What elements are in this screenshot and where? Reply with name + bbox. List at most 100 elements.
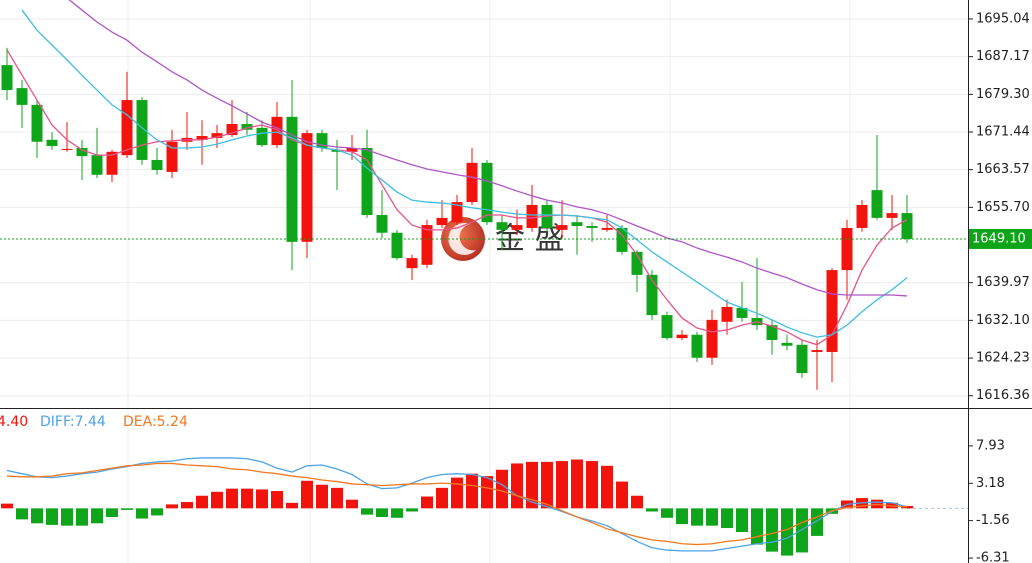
histogram-bar (466, 473, 478, 509)
candle-body (466, 162, 478, 203)
last-price-box (969, 228, 1032, 249)
y-tick-label: 1624.23 (976, 351, 1030, 366)
histogram-bar (61, 508, 73, 526)
histogram-bar (421, 496, 433, 509)
histogram-bar (436, 487, 448, 509)
histogram-bar (211, 491, 223, 509)
legend-entry: DIFF:7.44 (40, 414, 106, 430)
candle-body (301, 133, 313, 242)
histogram-bar (721, 508, 733, 529)
histogram-bar (256, 489, 268, 509)
histogram-bar (556, 461, 568, 509)
candle-body (871, 190, 883, 218)
candle-body (361, 147, 373, 216)
histogram-bar (91, 508, 103, 524)
candle-body (1, 65, 13, 91)
candle-body (841, 227, 853, 271)
histogram-bar (1, 503, 13, 509)
histogram-bar (376, 508, 388, 518)
histogram-bar (301, 480, 313, 509)
macd-panel (1, 457, 968, 556)
histogram-bar (541, 461, 553, 509)
last-price-label: 1649.10 (972, 231, 1026, 246)
price-panel (0, 0, 968, 390)
histogram-bar (406, 508, 418, 512)
candle-body (346, 147, 358, 152)
candle-body (631, 251, 643, 275)
candle-body (151, 159, 163, 170)
histogram-bar (616, 481, 628, 509)
candle-body (391, 232, 403, 259)
candle-body (451, 202, 463, 223)
candle-body (646, 274, 658, 316)
histogram-bar (106, 508, 118, 518)
candle-body (856, 204, 868, 228)
y-tick-label: 1671.44 (976, 124, 1030, 139)
candle-body (376, 215, 388, 233)
candle-body (901, 213, 913, 239)
candle-body (91, 155, 103, 175)
y-tick-label: 1695.04 (976, 11, 1030, 26)
candle-body (691, 334, 703, 358)
y-tick-label: -6.31 (976, 551, 1010, 563)
histogram-bar (526, 461, 538, 509)
candle-body (406, 258, 418, 269)
histogram-bar (691, 508, 703, 526)
candle-body (811, 350, 823, 352)
candle-body (106, 151, 118, 175)
histogram-bar (796, 508, 808, 553)
line-series (6, 462, 908, 546)
histogram-bar (46, 508, 58, 525)
candle-body (166, 141, 178, 172)
histogram-bar (706, 508, 718, 526)
candle-body (781, 342, 793, 346)
y-tick-label: 7.93 (976, 438, 1005, 453)
y-tick-label: 1663.57 (976, 162, 1030, 177)
histogram-bar (31, 508, 43, 524)
histogram-bar (346, 499, 358, 509)
candle-body (601, 227, 613, 230)
y-tick-label: 1679.30 (976, 87, 1030, 102)
candle-body (571, 222, 583, 227)
histogram-bar (661, 508, 673, 518)
histogram-bar (286, 502, 298, 509)
candle-body (886, 213, 898, 218)
vertical-grid (127, 0, 851, 563)
candle-body (316, 133, 328, 148)
histogram-bar (631, 495, 643, 509)
legend-entry: 4.40 (0, 414, 28, 430)
candle-body (31, 104, 43, 142)
histogram-bar (361, 508, 373, 515)
histogram-bar (391, 508, 403, 518)
line-series (68, 0, 908, 297)
y-tick-label: -1.56 (976, 513, 1010, 528)
histogram-bar (781, 508, 793, 556)
y-tick-label: 1616.36 (976, 388, 1030, 403)
candle-body (436, 217, 448, 226)
histogram-bar (901, 505, 913, 509)
y-tick-label: 1639.97 (976, 275, 1030, 290)
histogram-bar (451, 477, 463, 509)
histogram-bar (181, 502, 193, 509)
candle-body (526, 204, 538, 228)
candle-body (286, 116, 298, 242)
y-tick-label: 1632.10 (976, 313, 1030, 328)
candle-body (556, 225, 568, 230)
candle-body (46, 139, 58, 147)
histogram-bar (601, 465, 613, 509)
candle-body (496, 222, 508, 230)
y-axis: 1695.04 1687.17 1679.30 1671.44 1663.57 1655.… (968, 11, 1032, 563)
candle-body (76, 147, 88, 157)
histogram-bar (226, 488, 238, 509)
histogram-bar (736, 508, 748, 532)
histogram-bar (331, 487, 343, 509)
histogram-bar (646, 508, 658, 512)
y-tick-label: 1655.70 (976, 200, 1030, 215)
candle-body (211, 133, 223, 138)
line-series (21, 9, 908, 338)
histogram-bar (811, 508, 823, 536)
histogram-bar (766, 508, 778, 552)
candle-body (616, 227, 628, 252)
candle-body (241, 124, 253, 130)
